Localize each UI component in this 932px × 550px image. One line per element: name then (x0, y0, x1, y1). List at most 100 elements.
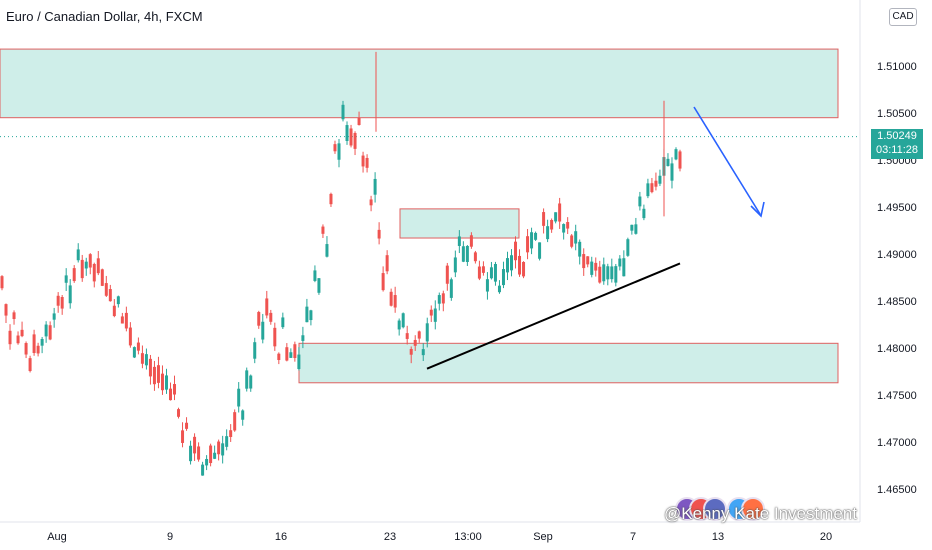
candle-body (301, 335, 305, 341)
candle-body (538, 242, 542, 259)
candle-body (510, 255, 514, 271)
candle-body (237, 388, 241, 407)
candle-body (277, 353, 281, 361)
candle-body (562, 224, 566, 233)
candle-body (409, 348, 413, 355)
candle-body (630, 224, 634, 231)
candle-body (189, 445, 193, 462)
avatar (703, 497, 727, 521)
candle-body (534, 232, 538, 240)
candle-body (341, 104, 345, 120)
candle-body (193, 436, 197, 454)
candle-body (76, 249, 80, 261)
candle-body (337, 143, 341, 160)
candle-body (116, 296, 120, 305)
candle-body (136, 342, 140, 351)
candle-body (241, 410, 245, 420)
candle-body (614, 266, 618, 283)
candle-body (24, 343, 28, 355)
supply-demand-zone[interactable] (0, 48, 839, 119)
candle-body (40, 338, 44, 346)
y-tick-label: 1.51000 (877, 61, 917, 73)
candle-body (229, 430, 233, 437)
candle-body (582, 254, 586, 269)
candle-body (522, 261, 526, 277)
candle-body (497, 285, 501, 293)
candle-body (313, 270, 317, 281)
trendline[interactable] (426, 262, 681, 370)
candle-body (465, 245, 469, 263)
candle-body (413, 339, 417, 346)
candle-body (289, 352, 293, 358)
candle-body (441, 293, 445, 304)
candle-body (530, 232, 534, 249)
currency-badge[interactable]: CAD (889, 8, 917, 26)
candle-body (32, 334, 36, 353)
candle-body (205, 458, 209, 466)
candle-body (201, 464, 205, 476)
candle-body (96, 258, 100, 274)
candle-body (417, 331, 421, 339)
candle-body (68, 285, 72, 304)
candle-body (550, 219, 554, 230)
candle-body (518, 255, 522, 275)
candle-body (501, 269, 505, 286)
forecast-arrow[interactable] (693, 106, 761, 215)
candle-body (606, 266, 610, 280)
x-tick-label: 16 (275, 531, 287, 543)
candle-body (209, 445, 213, 464)
last-price-label: 1.50249 03:11:28 (871, 129, 923, 159)
candle-body (405, 333, 409, 339)
last-price-value: 1.50249 (877, 130, 917, 142)
candle-body (293, 344, 297, 359)
candle-body (594, 262, 598, 271)
candle-body (361, 155, 365, 167)
candle-body (485, 279, 489, 292)
candle-body (285, 347, 289, 361)
candle-body (453, 257, 457, 273)
candle-body (321, 226, 325, 234)
candle-body (634, 224, 638, 234)
avatar (741, 497, 765, 521)
candle-body (52, 313, 56, 320)
candle-body (217, 441, 221, 455)
candle-body (48, 325, 52, 340)
candle-body (654, 180, 658, 187)
candle-body (164, 375, 168, 390)
candle-body (120, 316, 124, 324)
candle-body (104, 283, 108, 296)
candle-body (493, 263, 497, 282)
candle-body (213, 452, 217, 459)
candle-body (253, 342, 257, 359)
candle-body (44, 324, 48, 337)
candle-body (546, 226, 550, 240)
candle-body (449, 279, 453, 298)
candle-body (345, 125, 349, 141)
candle-body (265, 298, 269, 316)
candle-body (309, 310, 313, 321)
candle-body (168, 388, 172, 401)
supply-demand-zone[interactable] (298, 342, 839, 384)
y-tick-label: 1.49000 (877, 249, 917, 261)
candle-body (88, 254, 92, 268)
bar-countdown: 03:11:28 (875, 144, 918, 156)
author-watermark: @Kenny Kate Investment (664, 504, 858, 523)
candle-body (622, 258, 626, 277)
x-tick-label: 7 (630, 531, 636, 543)
candle-body (140, 353, 144, 364)
candle-body (128, 327, 132, 346)
candle-body (333, 144, 337, 152)
candle-body (317, 278, 321, 293)
x-tick-label: Sep (533, 531, 553, 543)
candle-body (148, 358, 152, 377)
candle-body (357, 118, 361, 126)
candle-body (461, 246, 465, 262)
candle-body (650, 183, 654, 193)
candle-body (610, 266, 614, 280)
arrow-head-icon (750, 201, 765, 218)
candle-body (586, 256, 590, 265)
candle-body (297, 354, 301, 370)
candle-body (421, 349, 425, 356)
candle-body (377, 229, 381, 239)
